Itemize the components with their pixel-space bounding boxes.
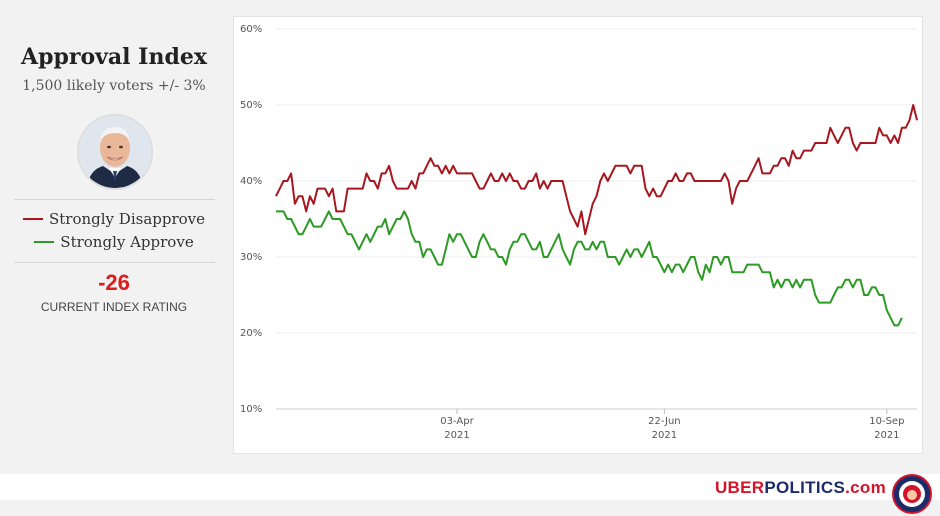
lion-logo-icon <box>892 474 932 514</box>
x-tick-label: 03-Apr <box>440 416 474 427</box>
y-tick-label: 60% <box>240 24 262 35</box>
chart-title: Approval Index <box>21 44 207 70</box>
series-line-strongly-approve <box>276 210 903 327</box>
chart-panel: 10% 20% 30% 40% 50% 60% 03-Apr 2021 22-Jun 2021 10… <box>233 16 923 454</box>
brand-part-1: UBER <box>714 478 765 497</box>
avatar <box>77 114 153 190</box>
summary-sidebar: Approval Index 1,500 likely voters +/- 3… <box>0 0 228 470</box>
y-tick-label: 50% <box>240 100 262 111</box>
series-line-strongly-disapprove <box>275 104 918 236</box>
line-chart: 10% 20% 30% 40% 50% 60% 03-Apr 2021 22-Jun 2021 10… <box>240 24 918 441</box>
divider <box>14 262 215 263</box>
brand-logo-text[interactable]: UBERPOLITICS.com <box>715 478 886 498</box>
y-tick-label: 30% <box>240 252 262 263</box>
brand-part-3: .com <box>845 478 886 497</box>
brand-part-2: POLITICS <box>764 478 846 497</box>
legend-label-disapprove: Strongly Disapprove <box>48 210 206 228</box>
legend-swatch-disapprove <box>22 218 43 220</box>
divider <box>14 199 215 200</box>
legend-item-disapprove: Strongly Disapprove <box>0 210 228 228</box>
x-tick-year: 2021 <box>874 430 899 441</box>
chart-subtitle: 1,500 likely voters +/- 3% <box>22 78 206 94</box>
x-tick-label: 22-Jun <box>648 416 681 427</box>
y-tick-label: 10% <box>240 404 262 415</box>
legend-swatch-approve <box>34 241 55 243</box>
person-portrait-icon <box>79 116 151 188</box>
y-tick-label: 20% <box>240 328 262 339</box>
legend-label-approve: Strongly Approve <box>60 233 194 251</box>
current-index-label: CURRENT INDEX RATING <box>40 300 188 314</box>
x-tick-label: 10-Sep <box>869 416 904 427</box>
footer-bar <box>0 474 940 500</box>
y-tick-label: 40% <box>240 176 262 187</box>
legend-item-approve: Strongly Approve <box>0 233 228 251</box>
current-index-value: -26 <box>98 270 130 295</box>
x-tick-year: 2021 <box>652 430 677 441</box>
x-tick-year: 2021 <box>444 430 469 441</box>
